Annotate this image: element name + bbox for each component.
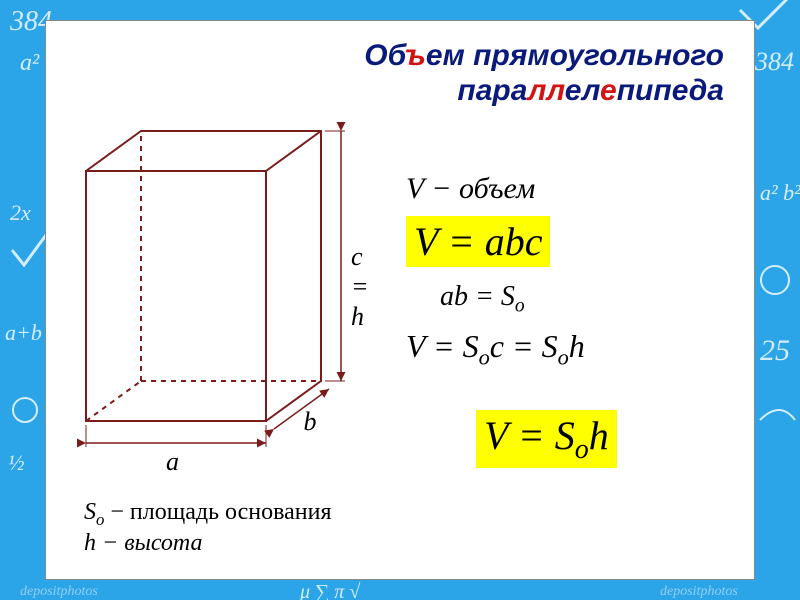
svg-text:25: 25 <box>760 334 790 367</box>
formula-v-abc: V = abc <box>406 216 734 267</box>
svg-text:depositphotos: depositphotos <box>20 584 98 599</box>
card-content: c = h b a V − объем V = abc ab = Sо V = … <box>76 116 734 481</box>
dim-label-a: a <box>166 447 179 477</box>
dim-label-c: c = h <box>351 242 376 332</box>
svg-text:depositphotos: depositphotos <box>660 584 738 599</box>
card-title: Объем прямоугольногопараллелепипеда <box>76 39 734 116</box>
formulas-column: V − объем V = abc ab = Sо V = Sоc = Sоh … <box>406 116 734 481</box>
legend-so: Sо − площадь основания <box>84 499 332 530</box>
formula-volume-def: V − объем <box>406 172 734 206</box>
svg-text:a² b²: a² b² <box>760 180 800 205</box>
formula-ab-so: ab = Sо <box>440 281 734 318</box>
svg-text:a+b: a+b <box>5 320 42 345</box>
cuboid-diagram: c = h b a <box>76 121 376 481</box>
svg-text:384: 384 <box>754 47 794 76</box>
svg-text:2x: 2x <box>10 200 31 225</box>
diagram-column: c = h b a <box>76 116 386 481</box>
formula-v-soc-soh: V = Sоc = Sоh <box>406 328 734 370</box>
legend: Sо − площадь основания h − высота <box>84 499 332 557</box>
formula-v-soh: V = Sоh <box>476 410 734 468</box>
dim-label-b: b <box>304 407 317 437</box>
formula-card: Объем прямоугольногопараллелепипеда c = … <box>45 20 755 580</box>
legend-h: h − высота <box>84 530 332 557</box>
svg-text:μ ∑ π √: μ ∑ π √ <box>299 581 360 600</box>
svg-text:½: ½ <box>8 450 25 475</box>
